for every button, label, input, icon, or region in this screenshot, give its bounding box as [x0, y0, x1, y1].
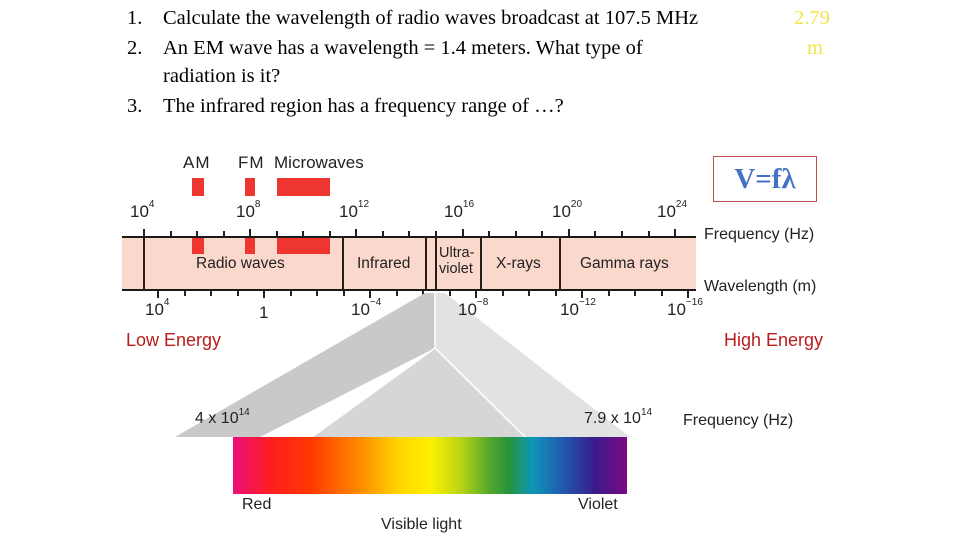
band-divider — [435, 236, 437, 291]
freq-tick-label: 1016 — [444, 199, 475, 221]
fm-label: FM — [238, 153, 265, 172]
fm-marker-top — [245, 178, 255, 196]
region-ultraviolet: Ultra-violet — [439, 245, 475, 277]
wavelength-tick-label: 1 — [259, 303, 269, 322]
am-marker-top — [192, 178, 204, 196]
visible-freq-low: 4 x 1014 — [195, 407, 250, 427]
wavelength-tick-label: 10−8 — [458, 297, 489, 319]
violet-label: Violet — [578, 496, 618, 513]
am-marker-band — [192, 238, 204, 254]
em-spectrum-band — [122, 236, 696, 291]
answer-value: 2.79 — [794, 7, 830, 29]
freq-tick-label: 108 — [236, 199, 261, 221]
freq-tick-label: 1024 — [657, 199, 688, 221]
question-1-number: 1. — [127, 7, 143, 29]
region-infrared: Infrared — [357, 255, 411, 272]
high-energy-label: High Energy — [724, 330, 824, 350]
region-gamma-rays: Gamma rays — [580, 255, 669, 272]
band-divider — [342, 236, 344, 291]
microwaves-label: Microwaves — [274, 153, 364, 172]
freq-tick-label: 104 — [130, 199, 155, 221]
freq-tick-label: 1012 — [339, 199, 370, 221]
low-energy-label: Low Energy — [126, 330, 222, 350]
visible-light-title: Visible light — [381, 516, 462, 533]
question-2-number: 2. — [127, 37, 143, 59]
red-label: Red — [242, 496, 272, 513]
question-2-text: An EM wave has a wavelength = 1.4 meters… — [163, 37, 643, 59]
wavelength-tick-label: 104 — [145, 297, 170, 319]
microwaves-marker-band — [277, 238, 330, 254]
band-divider — [559, 236, 561, 291]
freq-tick-label: 1020 — [552, 199, 583, 221]
question-1-text: Calculate the wavelength of radio waves … — [163, 7, 699, 29]
wavelength-axis-label: Wavelength (m) — [704, 278, 817, 295]
answer-unit: m — [807, 37, 823, 59]
wavelength-tick-label: 10−16 — [667, 297, 703, 319]
wavelength-tick-label: 10−4 — [351, 297, 382, 319]
band-divider — [143, 236, 145, 291]
band-divider — [425, 236, 427, 291]
band-divider — [480, 236, 482, 291]
question-2-continuation: radiation is it? — [163, 65, 281, 87]
microwaves-marker-top — [277, 178, 330, 196]
formula-box: V=fλ — [713, 156, 817, 202]
am-label: AM — [183, 153, 211, 172]
wavelength-tick-label: 10−12 — [560, 297, 596, 319]
question-3-text: The infrared region has a frequency rang… — [163, 95, 564, 117]
region-xrays: X-rays — [496, 255, 541, 272]
frequency-axis-label: Frequency (Hz) — [704, 226, 815, 243]
region-radio-waves: Radio waves — [196, 255, 285, 272]
visible-freq-high: 7.9 x 1014 — [584, 407, 653, 427]
visible-frequency-label: Frequency (Hz) — [683, 412, 794, 429]
fm-marker-band — [245, 238, 255, 254]
question-3-number: 3. — [127, 95, 143, 117]
visible-spectrum-gradient — [233, 437, 627, 494]
